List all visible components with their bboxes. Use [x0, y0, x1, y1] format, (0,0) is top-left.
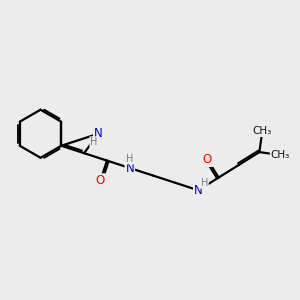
Text: CH₃: CH₃: [253, 126, 272, 136]
Text: N: N: [94, 127, 103, 140]
Text: O: O: [96, 174, 105, 187]
Text: CH₃: CH₃: [271, 150, 290, 160]
Text: O: O: [203, 153, 212, 166]
Text: N: N: [194, 184, 203, 197]
Text: H: H: [90, 137, 98, 147]
Text: N: N: [125, 161, 134, 175]
Text: H: H: [201, 178, 208, 188]
Text: H: H: [126, 154, 134, 164]
